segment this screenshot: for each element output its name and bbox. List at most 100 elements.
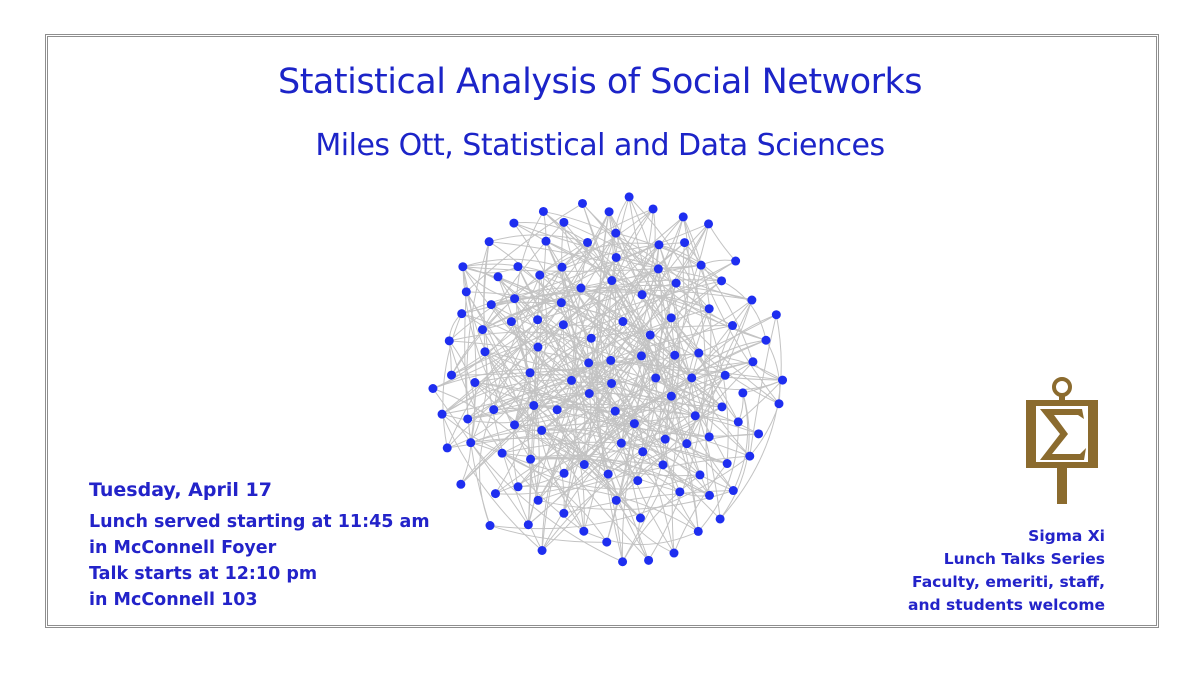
network-node <box>610 406 620 416</box>
network-node <box>669 548 679 558</box>
network-node <box>644 555 654 565</box>
network-node <box>722 459 732 469</box>
network-edge <box>495 423 635 495</box>
poster-title: Statistical Analysis of Social Networks <box>277 62 923 102</box>
network-edge <box>615 232 767 341</box>
network-node <box>636 351 646 361</box>
network-edge <box>441 413 543 551</box>
network-node <box>704 490 714 500</box>
network-node <box>533 495 543 505</box>
network-edge <box>432 274 541 389</box>
network-edge <box>441 211 610 415</box>
network-node <box>754 429 764 439</box>
network-edge <box>628 196 671 440</box>
network-node <box>728 486 738 496</box>
event-detail-line: Lunch served starting at 11:45 am <box>89 512 430 532</box>
network-node <box>671 278 681 288</box>
network-edge <box>658 244 722 282</box>
network-edge <box>638 517 649 561</box>
network-edge <box>620 282 677 444</box>
network-edge <box>466 241 491 526</box>
network-edge <box>610 360 681 493</box>
event-detail-line: Talk starts at 12:10 pm <box>89 564 318 584</box>
network-edge <box>518 485 699 532</box>
network-node <box>558 320 568 330</box>
network-edge <box>607 339 767 475</box>
network-edge <box>537 319 624 562</box>
network-edge <box>655 268 663 379</box>
network-edge <box>583 223 709 465</box>
network-edge <box>432 244 660 389</box>
network-node <box>733 417 743 427</box>
network-node <box>682 439 692 449</box>
network-edge <box>474 382 641 519</box>
network-edge <box>642 451 710 496</box>
network-edge <box>737 379 783 423</box>
network-edge <box>491 289 752 306</box>
network-edge <box>517 361 753 488</box>
network-edge <box>628 196 751 457</box>
sigma-xi-key-icon <box>1026 377 1098 504</box>
event-date: Tuesday, April 17 <box>89 479 430 501</box>
network-node <box>611 252 621 262</box>
event-details: Tuesday, April 17 Lunch served starting … <box>89 479 430 613</box>
event-detail-line: in McConnell 103 <box>89 590 258 610</box>
network-node <box>513 482 523 492</box>
network-node <box>633 476 643 486</box>
network-edge <box>648 242 706 561</box>
network-node <box>761 335 771 345</box>
network-edge <box>614 223 710 412</box>
network-node <box>493 272 503 282</box>
network-node <box>537 545 547 555</box>
network-node <box>583 237 593 247</box>
network-edge <box>514 424 641 519</box>
series-line: and students welcome <box>908 596 1105 614</box>
network-edge <box>491 301 651 336</box>
network-edge <box>697 421 739 532</box>
network-edge <box>561 266 591 394</box>
network-edge <box>512 424 519 487</box>
network-edge <box>749 403 780 457</box>
network-node <box>704 304 714 314</box>
network-edge <box>514 268 659 300</box>
network-node <box>645 330 655 340</box>
network-node <box>604 207 614 217</box>
network-edge <box>451 298 515 376</box>
network-edge <box>470 351 488 443</box>
network-node <box>510 294 520 304</box>
network-edge <box>534 346 585 532</box>
network-edge <box>583 361 754 465</box>
network-edge <box>513 222 588 243</box>
network-node <box>728 321 738 331</box>
network-node <box>533 342 543 352</box>
network-node <box>678 212 688 222</box>
network-edge <box>545 240 739 423</box>
network-edge <box>614 196 630 258</box>
network-node <box>653 264 663 274</box>
network-edge <box>527 361 754 526</box>
network-node <box>658 460 668 470</box>
network-node <box>526 454 536 464</box>
network-node <box>771 310 781 320</box>
network-node <box>484 237 494 247</box>
network-edge <box>462 266 515 426</box>
network-node <box>690 411 700 421</box>
network-edge <box>580 287 651 336</box>
network-edge <box>583 530 699 545</box>
network-edge <box>462 258 563 268</box>
network-node <box>715 514 725 524</box>
network-node <box>490 489 500 499</box>
network-node <box>693 526 703 536</box>
network-node <box>579 460 589 470</box>
network-node <box>738 388 748 398</box>
event-date-separator: , <box>174 479 182 501</box>
network-edge <box>543 210 710 310</box>
network-node <box>576 283 586 293</box>
network-node <box>611 228 621 238</box>
network-edge <box>530 454 681 493</box>
network-node <box>497 448 507 458</box>
network-node <box>745 451 755 461</box>
network-edge <box>673 463 728 554</box>
network-node <box>458 262 468 272</box>
